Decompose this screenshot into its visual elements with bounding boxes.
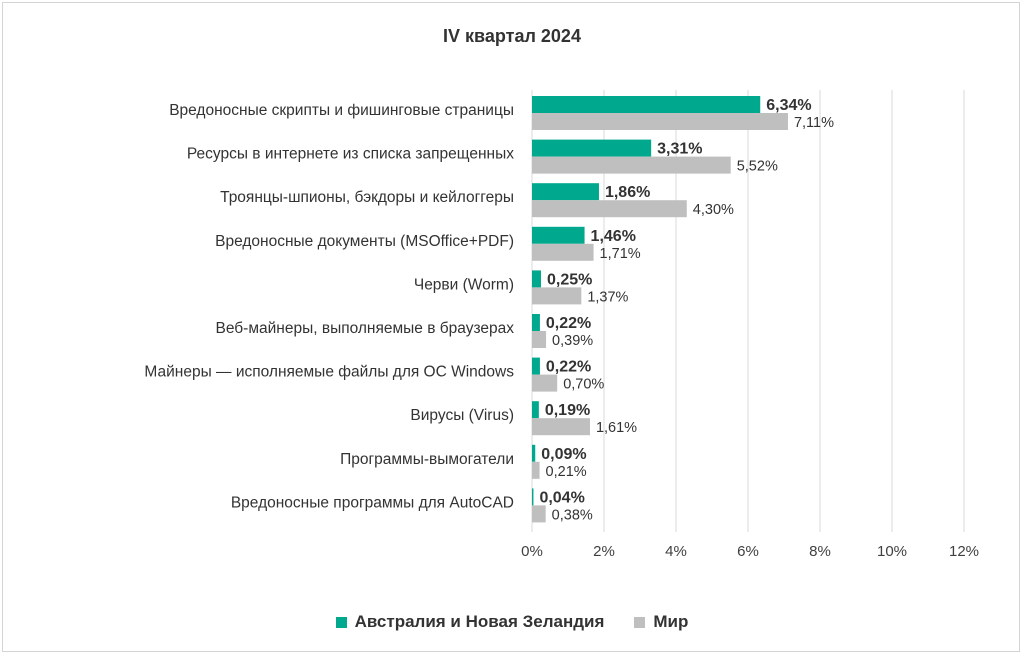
x-tick-label: 12% [949, 543, 979, 560]
bar-world [532, 113, 788, 130]
bar-chart: 0% 2% 4% 6% 8% 10% 12% Вредоносные скрипты и фи… [144, 90, 979, 560]
legend-item-series-2: Мир [634, 612, 688, 632]
data-label: 1,37% [587, 289, 628, 305]
legend: Австралия и Новая Зеландия Мир [0, 612, 1024, 632]
x-tick-label: 8% [809, 543, 831, 560]
category-label: Черви (Worm) [414, 276, 514, 293]
bar-region [532, 139, 652, 157]
legend-label-series-1: Австралия и Новая Зеландия [354, 612, 605, 631]
data-label: 0,09% [541, 446, 586, 463]
bar-region [532, 226, 585, 244]
bar-region [532, 270, 541, 288]
data-label: 1,61% [596, 420, 637, 436]
bar-region [532, 96, 761, 113]
data-label: 0,70% [563, 377, 604, 393]
data-label: 0,19% [545, 402, 590, 419]
category-label: Майнеры — исполняемые файлы для ОС Windo… [144, 364, 514, 381]
legend-swatch-series-2 [634, 616, 646, 628]
x-tick-label: 0% [521, 543, 543, 560]
data-label: 0,21% [546, 464, 587, 480]
legend-item-series-1: Австралия и Новая Зеландия [335, 612, 605, 632]
x-tick-label: 4% [665, 543, 687, 560]
data-label: 4,30% [693, 202, 734, 218]
category-label: Программы-вымогатели [340, 451, 514, 468]
data-label: 0,25% [547, 271, 592, 288]
data-label: 7,11% [794, 115, 834, 131]
category-label: Троянцы-шпионы, бэкдоры и кейлоггеры [220, 189, 514, 206]
data-label: 0,04% [539, 489, 584, 506]
category-label: Вредоносные документы (MSOffice+PDF) [215, 233, 514, 250]
bar-world [532, 331, 547, 348]
bar-world [532, 200, 687, 218]
data-label: 0,22% [546, 359, 591, 376]
legend-label-series-2: Мир [653, 612, 689, 631]
data-label: 1,71% [600, 246, 641, 262]
bar-region [532, 183, 599, 201]
data-label: 1,86% [605, 184, 650, 201]
data-label: 5,52% [737, 159, 778, 175]
data-label: 0,39% [552, 333, 593, 349]
category-label: Вредоносные программы для AutoCAD [231, 494, 514, 511]
x-tick-label: 2% [593, 543, 615, 560]
bar-region [532, 488, 534, 506]
bar-world [532, 156, 731, 174]
data-label: 1,46% [591, 228, 636, 245]
bar-world [532, 418, 590, 436]
data-label: 0,22% [546, 315, 591, 332]
bar-region [532, 444, 536, 462]
bar-world [532, 287, 582, 305]
bar-region [532, 314, 540, 331]
bar-region [532, 401, 539, 419]
data-label: 3,31% [657, 141, 702, 158]
category-label: Вирусы (Virus) [410, 407, 514, 424]
x-tick-label: 6% [737, 543, 759, 560]
data-label: 0,38% [552, 507, 593, 523]
category-label: Веб-майнеры, выполняемые в браузерах [216, 320, 515, 337]
bar-world [532, 374, 558, 392]
bar-world [532, 243, 594, 261]
category-label: Ресурсы в интернете из списка запрещенны… [187, 146, 514, 163]
category-label: Вредоносные скрипты и фишинговые страниц… [169, 102, 514, 119]
data-label: 6,34% [766, 97, 811, 114]
legend-swatch-series-1 [335, 616, 347, 628]
x-tick-label: 10% [877, 543, 907, 560]
chart-title: IV квартал 2024 [443, 26, 581, 46]
bar-region [532, 357, 540, 375]
bar-world [532, 461, 540, 479]
bar-world [532, 505, 546, 523]
